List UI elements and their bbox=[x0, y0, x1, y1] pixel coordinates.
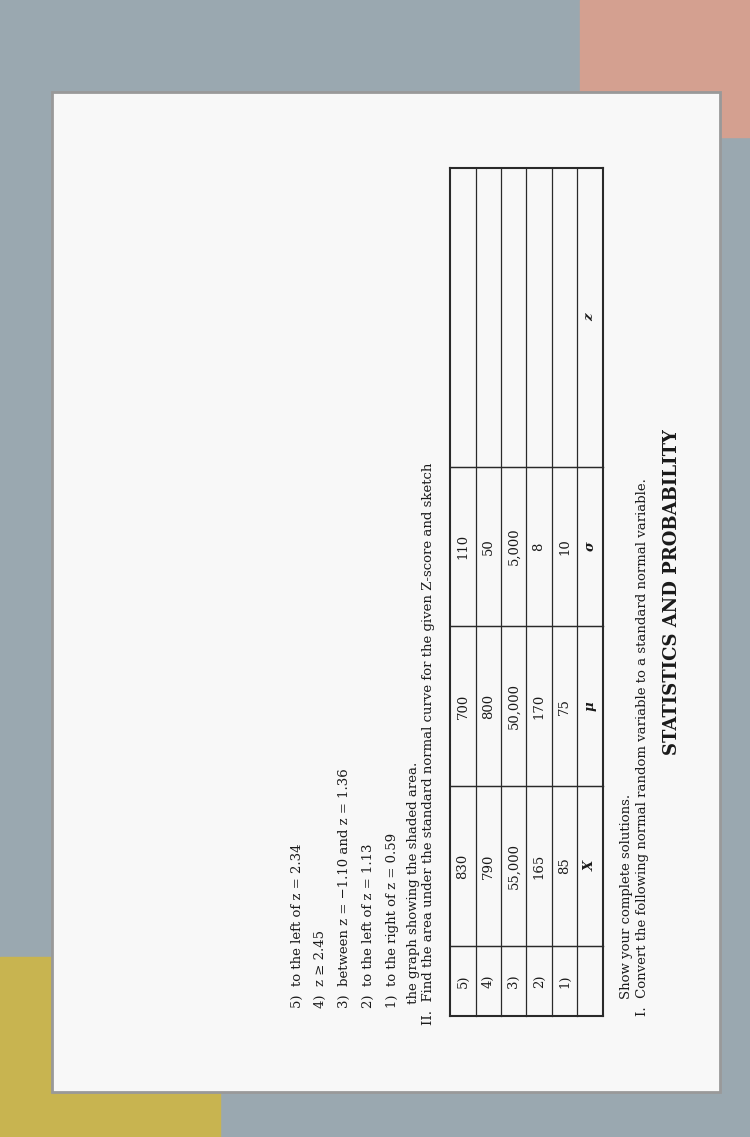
Text: II.  Find the area under the standard normal curve for the given Z-score and ske: II. Find the area under the standard nor… bbox=[422, 463, 434, 1024]
Text: 2): 2) bbox=[532, 974, 545, 988]
Text: 1): 1) bbox=[558, 974, 571, 988]
Text: 85: 85 bbox=[558, 857, 571, 874]
Text: I.  Convert the following normal random variable to a standard normal variable.: I. Convert the following normal random v… bbox=[636, 479, 649, 1016]
Text: 700: 700 bbox=[457, 694, 470, 719]
Text: μ: μ bbox=[584, 702, 596, 711]
Text: 50,000: 50,000 bbox=[507, 683, 520, 729]
Text: 2)  to the left of z = 1.13: 2) to the left of z = 1.13 bbox=[362, 844, 375, 1009]
Text: 800: 800 bbox=[482, 694, 495, 719]
Text: 790: 790 bbox=[482, 853, 495, 879]
Text: 75: 75 bbox=[558, 698, 571, 715]
Bar bbox=[0, 957, 220, 1137]
Text: STATISTICS AND PROBABILITY: STATISTICS AND PROBABILITY bbox=[664, 429, 682, 755]
Text: 4): 4) bbox=[482, 974, 495, 988]
Text: 165: 165 bbox=[532, 854, 545, 879]
Text: σ: σ bbox=[584, 541, 596, 551]
Text: 5): 5) bbox=[457, 974, 470, 988]
Text: 3)  between z = −1.10 and z = 1.36: 3) between z = −1.10 and z = 1.36 bbox=[338, 769, 351, 1009]
Text: 830: 830 bbox=[457, 854, 470, 879]
Text: 170: 170 bbox=[532, 694, 545, 719]
Text: 3): 3) bbox=[507, 974, 520, 988]
Text: z: z bbox=[584, 314, 596, 321]
Text: X: X bbox=[584, 861, 596, 871]
Text: 1)  to the right of z = 0.59: 1) to the right of z = 0.59 bbox=[386, 832, 399, 1009]
Text: 55,000: 55,000 bbox=[507, 843, 520, 889]
Text: Show your complete solutions.: Show your complete solutions. bbox=[620, 795, 633, 1016]
Text: 10: 10 bbox=[558, 538, 571, 555]
Text: 8: 8 bbox=[532, 542, 545, 550]
Text: 4)  z ≥ 2.45: 4) z ≥ 2.45 bbox=[314, 930, 328, 1009]
Text: 50: 50 bbox=[482, 538, 495, 555]
Bar bbox=[52, 92, 720, 1092]
Text: the graph showing the shaded area.: the graph showing the shaded area. bbox=[407, 762, 420, 1024]
Text: 5)  to the left of z = 2.34: 5) to the left of z = 2.34 bbox=[291, 844, 304, 1009]
Bar bbox=[580, 0, 750, 136]
Text: 5,000: 5,000 bbox=[507, 528, 520, 565]
Text: 110: 110 bbox=[457, 534, 470, 559]
